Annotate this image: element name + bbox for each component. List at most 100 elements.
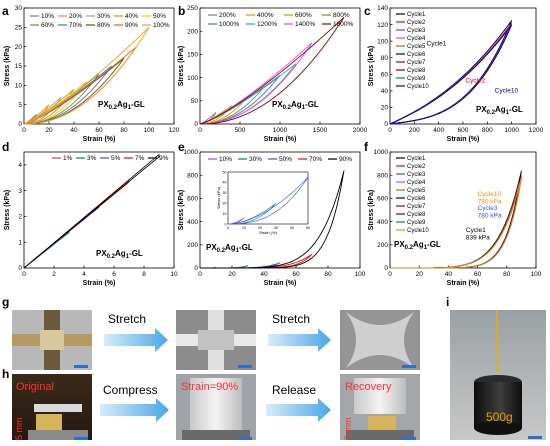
inset-series-line-e-50% bbox=[227, 176, 309, 225]
legend-label-a: 20% bbox=[69, 13, 82, 20]
legend-label-c: Cycle2 bbox=[407, 20, 426, 26]
scale-bar-h2 bbox=[238, 437, 252, 440]
legend-label-b: 200% bbox=[219, 12, 236, 19]
annotation-f-label-0: Cycle10 bbox=[478, 191, 502, 198]
y-tick-label-d: 0 bbox=[18, 265, 22, 272]
photo-h2-base bbox=[182, 430, 250, 440]
x-tick-label-c: 600 bbox=[458, 127, 469, 134]
x-tick-label-a: 60 bbox=[95, 127, 103, 134]
photo-g1-clamp-top bbox=[44, 310, 60, 332]
arrow-compress-label: Compress bbox=[103, 383, 158, 397]
photo-h1-base bbox=[28, 430, 88, 440]
inset-x-axis-label-e: Strain (%) bbox=[259, 230, 277, 235]
x-tick-label-e: 60 bbox=[292, 271, 300, 278]
legend-label-a: 30% bbox=[97, 13, 110, 20]
y-tick-label-d: 2 bbox=[18, 214, 22, 221]
y-axis-label-b: Stress (kPa) bbox=[178, 46, 185, 86]
panel-letter-d: d bbox=[2, 140, 9, 154]
inset-x-tick-label-e: 50 bbox=[306, 226, 310, 230]
inset-x-tick-label-e: 40 bbox=[290, 226, 294, 230]
inset-x-tick-label-e: 0 bbox=[227, 226, 229, 230]
inset-x-tick-label-e: 10 bbox=[242, 226, 246, 230]
series-line-b-1400% bbox=[199, 42, 313, 125]
legend-label-b: 800% bbox=[333, 12, 350, 19]
panel-i-photo: 500g bbox=[450, 309, 546, 440]
legend-label-c: Cycle1 bbox=[407, 12, 426, 18]
x-tick-label-d: 6 bbox=[112, 271, 116, 278]
y-tick-label-d: 1 bbox=[18, 239, 22, 246]
y-tick-label-a: 10 bbox=[15, 83, 23, 90]
legend-label-d: 1% bbox=[63, 155, 73, 162]
y-tick-label-b: 150 bbox=[187, 52, 198, 59]
photo-g2-clamp-bottom bbox=[208, 350, 224, 370]
x-tick-label-f: 100 bbox=[531, 271, 542, 278]
sample-label-c: PX0.2Ag1-GL bbox=[476, 105, 523, 116]
legend-label-b: 1200% bbox=[257, 21, 277, 28]
photo-h1-height: 5 mm bbox=[14, 418, 24, 441]
panel-letter-e: e bbox=[178, 140, 185, 154]
y-tick-label-e: 400 bbox=[187, 219, 198, 226]
y-tick-label-e: 800 bbox=[187, 172, 198, 179]
y-tick-label-e: 600 bbox=[187, 196, 198, 203]
panel-letter-g: g bbox=[2, 295, 9, 309]
x-tick-label-d: 2 bbox=[52, 271, 56, 278]
y-tick-label-f: 800 bbox=[377, 172, 388, 179]
y-axis-label-f: Stress (kPa) bbox=[368, 190, 375, 230]
inset-x-tick-label-e: 20 bbox=[258, 226, 262, 230]
y-tick-label-f: 400 bbox=[377, 219, 388, 226]
annotation-f-label-2: Cycle1 bbox=[466, 227, 486, 234]
panel-letter-c: c bbox=[364, 4, 371, 18]
photo-g1-clamp-left bbox=[12, 334, 42, 346]
y-tick-label-a: 5 bbox=[18, 102, 22, 109]
inset-y-tick-label-e: 10 bbox=[223, 212, 227, 216]
photo-h3-state: Recovery bbox=[345, 381, 392, 393]
legend-label-d: 3% bbox=[87, 155, 97, 162]
legend-label-a: 60% bbox=[41, 22, 54, 29]
y-tick-label-c: 60 bbox=[381, 71, 389, 78]
legend-label-c: Cycle7 bbox=[407, 60, 426, 66]
series-line-e-90% bbox=[200, 170, 345, 269]
x-axis-label-e: Strain (%) bbox=[264, 280, 297, 287]
inset-y-axis-label-e: Stress (kPa) bbox=[216, 186, 221, 209]
annotation-f-value-2: 839 kPa bbox=[466, 235, 490, 242]
y-tick-label-e: 200 bbox=[187, 242, 198, 249]
plot-frame-e bbox=[199, 151, 361, 269]
legend-label-f: Cycle4 bbox=[407, 180, 426, 186]
y-axis-label-c: Stress (kPa) bbox=[368, 46, 375, 86]
series-line-a-30% bbox=[23, 96, 62, 125]
legend-label-f: Cycle2 bbox=[407, 164, 426, 170]
sample-label-a: PX0.2Ag1-GL bbox=[98, 100, 145, 111]
scale-bar-g3 bbox=[402, 365, 416, 368]
legend-label-a: 80% bbox=[97, 22, 110, 29]
plot-frame-f bbox=[389, 151, 537, 269]
chart-c: 0 200 400 600 800 1000 1200 0 20 40 60 80 100 120 140 S… bbox=[368, 5, 544, 143]
photo-g1-clamp-bottom bbox=[44, 348, 60, 370]
y-tick-label-a: 20 bbox=[15, 44, 23, 51]
legend-label-c: Cycle10 bbox=[407, 84, 429, 90]
photo-g2-clamp-left bbox=[176, 334, 198, 346]
x-tick-label-a: 120 bbox=[169, 127, 180, 134]
arrow-release-label: Release bbox=[272, 383, 316, 397]
x-tick-label-c: 1200 bbox=[529, 127, 544, 134]
chart-b: 0 500 1000 1500 2000 0 50 100 150 200 250 Strain (%… bbox=[178, 5, 368, 143]
x-axis-label-a: Strain (%) bbox=[83, 136, 116, 143]
x-tick-label-e: 0 bbox=[198, 271, 202, 278]
series-line-a-40% bbox=[23, 88, 75, 125]
legend-label-a: 100% bbox=[153, 22, 170, 29]
panel-letter-h: h bbox=[2, 367, 9, 381]
y-axis-label-d: Stress (kPa) bbox=[4, 190, 11, 230]
legend-label-d: 9% bbox=[159, 155, 169, 162]
y-tick-label-b: 50 bbox=[191, 98, 199, 105]
annotation-c-cycle1: Cycle1 bbox=[427, 40, 447, 47]
legend-label-f: Cycle8 bbox=[407, 212, 426, 218]
panel-letter-b: b bbox=[178, 4, 185, 18]
x-tick-label-c: 800 bbox=[482, 127, 493, 134]
annotation-c-cycle2: Cycle2 bbox=[465, 78, 485, 85]
inset-x-tick-label-e: 30 bbox=[274, 226, 278, 230]
legend-label-c: Cycle4 bbox=[407, 36, 426, 42]
legend-label-a: 70% bbox=[69, 22, 82, 29]
panel-h-photos: Original 5 mm Compress Strain=90% Releas… bbox=[12, 374, 420, 440]
x-tick-label-d: 4 bbox=[82, 271, 86, 278]
photo-g2-clamp-right bbox=[234, 334, 256, 346]
